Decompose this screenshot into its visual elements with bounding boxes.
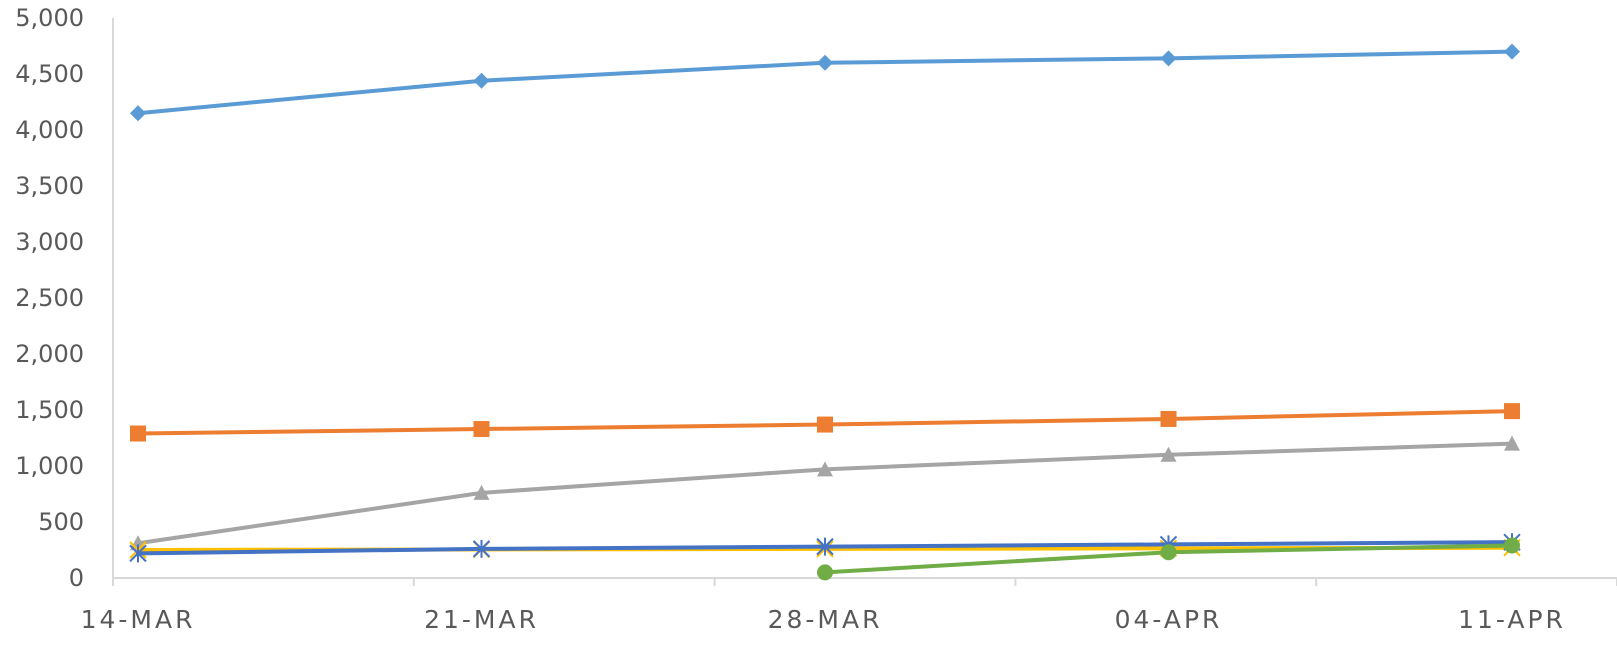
square-marker — [473, 421, 490, 438]
diamond-marker — [473, 72, 490, 89]
diamond-marker — [1504, 43, 1520, 60]
y-tick-label: 3,000 — [15, 228, 84, 256]
series-line — [136, 441, 1514, 546]
x-tick-label: 21-MAR — [424, 605, 539, 634]
y-tick-label: 1,500 — [15, 396, 84, 424]
square-marker — [817, 416, 833, 433]
y-tick-label: 0 — [69, 564, 84, 592]
x-tick-label: 14-MAR — [81, 605, 196, 634]
diamond-marker — [817, 54, 833, 71]
series-5 — [817, 537, 1520, 581]
x-tick-label: 28-MAR — [768, 605, 883, 634]
square-marker — [1504, 403, 1520, 420]
triangle-marker — [473, 484, 490, 500]
series-2 — [130, 435, 1520, 551]
circle-marker — [817, 564, 833, 581]
y-tick-label: 2,500 — [15, 284, 84, 312]
diamond-marker — [130, 105, 146, 122]
y-tick-label: 2,000 — [15, 340, 84, 368]
y-tick-label: 4,500 — [15, 60, 84, 88]
y-tick-label: 500 — [38, 508, 84, 536]
x-tick-label: 04-APR — [1115, 605, 1223, 634]
square-marker — [1160, 410, 1177, 427]
star-marker — [816, 537, 834, 556]
y-tick-label: 3,500 — [15, 172, 84, 200]
triangle-marker — [1504, 435, 1520, 451]
star-marker — [472, 539, 491, 558]
y-tick-labels: 0 500 1,000 1,500 2,000 2,500 3,000 3,500 4,000 4… — [15, 4, 84, 592]
x-tick-label: 11-APR — [1458, 605, 1566, 634]
y-tick-label: 4,000 — [15, 116, 84, 144]
square-marker — [130, 425, 146, 442]
series-1 — [130, 403, 1520, 442]
y-tick-label: 5,000 — [15, 4, 84, 32]
series-0 — [130, 43, 1520, 122]
x-tick-labels: 14-MAR 21-MAR 28-MAR 04-APR 11-APR — [81, 605, 1566, 634]
y-tick-label: 1,000 — [15, 452, 84, 480]
diamond-marker — [1160, 50, 1177, 67]
circle-marker — [1504, 537, 1520, 554]
star-marker — [129, 544, 147, 563]
circle-marker — [1160, 544, 1177, 561]
triangle-marker — [1160, 446, 1177, 462]
x-tick-marks — [112, 578, 1617, 586]
series-group — [129, 43, 1521, 581]
triangle-marker — [817, 461, 833, 477]
